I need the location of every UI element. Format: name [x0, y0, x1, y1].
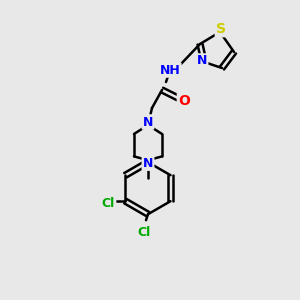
Text: N: N	[143, 157, 153, 170]
Text: N: N	[143, 116, 153, 128]
Text: NH: NH	[160, 64, 180, 76]
Text: Cl: Cl	[137, 226, 151, 239]
Text: N: N	[197, 55, 207, 68]
Text: S: S	[216, 22, 226, 36]
Text: O: O	[178, 94, 190, 108]
Text: Cl: Cl	[102, 197, 115, 210]
